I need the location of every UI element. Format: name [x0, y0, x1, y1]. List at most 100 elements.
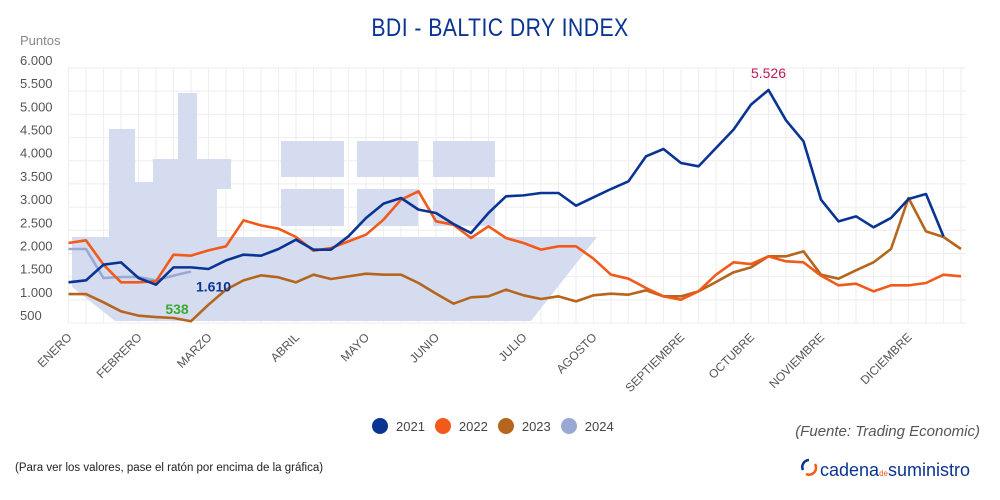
- data-point-2022: [730, 258, 738, 266]
- data-point-2021: [380, 200, 388, 208]
- y-tick-label: 3.000: [20, 192, 53, 207]
- x-tick-label: NOVIEMBRE: [766, 330, 827, 391]
- y-tick-label: 3.500: [20, 169, 53, 184]
- legend-item-2022[interactable]: 2022: [434, 418, 488, 434]
- data-point-2022: [765, 252, 773, 260]
- data-point-2022: [590, 255, 598, 263]
- data-point-2021: [660, 145, 668, 153]
- data-point-2022: [887, 281, 895, 289]
- data-point-2022: [677, 296, 685, 304]
- x-tick-label: AGOSTO: [554, 330, 600, 376]
- y-tick-label: 5.000: [20, 99, 53, 114]
- legend: 2021 2022 2023 2024: [372, 418, 614, 434]
- data-point-2021: [537, 189, 545, 197]
- data-point-2023: [625, 291, 633, 299]
- logo-text: cadenadesuministro: [820, 460, 970, 480]
- data-point-2022: [747, 260, 755, 268]
- x-tick-label: DICIEMBRE: [858, 330, 915, 387]
- x-tick-label: MAYO: [338, 330, 372, 364]
- data-point-2021: [345, 232, 353, 240]
- data-point-2022: [555, 242, 563, 250]
- y-tick-label: 5.500: [20, 76, 53, 91]
- data-label: 1.610: [196, 279, 231, 295]
- data-point-2022: [485, 222, 493, 230]
- data-point-2021: [222, 256, 230, 264]
- source-note: (Fuente: Trading Economic): [795, 423, 980, 440]
- data-point-2023: [292, 278, 300, 286]
- data-point-2022: [817, 272, 825, 280]
- data-point-2022: [852, 280, 860, 288]
- data-point-2022: [222, 242, 230, 250]
- data-point-2021: [152, 281, 160, 289]
- data-point-2023: [205, 301, 213, 309]
- data-point-2021: [590, 193, 598, 201]
- x-tick-label: JUNIO: [407, 330, 442, 365]
- data-point-2021: [135, 274, 143, 282]
- data-point-2023: [275, 273, 283, 281]
- data-point-2022: [957, 272, 965, 280]
- data-point-2021: [782, 116, 790, 124]
- series-line-2021: [68, 88, 945, 286]
- series-line-2022: [68, 190, 962, 301]
- chart-title: BDI - BALTIC DRY INDEX: [371, 14, 629, 42]
- logo-icon: [801, 458, 818, 476]
- data-point-2022: [187, 252, 195, 260]
- y-tick-label: 500: [20, 308, 42, 323]
- x-tick-label: OCTUBRE: [706, 330, 757, 381]
- legend-label: 2023: [521, 418, 551, 434]
- data-point-2021: [205, 265, 213, 273]
- data-point-2021: [327, 246, 335, 254]
- data-point-2021: [940, 232, 948, 240]
- legend-dot-icon: [497, 418, 514, 434]
- data-point-2021: [117, 258, 125, 266]
- ship-container: [433, 189, 495, 226]
- legend-item-2024[interactable]: 2024: [560, 418, 614, 434]
- x-tick-label: ENERO: [35, 330, 75, 370]
- data-point-2023: [852, 266, 860, 274]
- line-chart[interactable]: 500 1.000 1.500 2.000 2.500 3.000 3.500 4.000 4.…: [0, 0, 1000, 400]
- data-point-2022: [782, 257, 790, 265]
- data-point-2022: [695, 287, 703, 295]
- data-point-2022: [537, 246, 545, 254]
- data-point-2022: [362, 231, 370, 239]
- data-point-2023: [800, 247, 808, 255]
- data-point-2021: [170, 263, 178, 271]
- data-point-2021: [607, 185, 615, 193]
- data-point-2022: [607, 271, 615, 279]
- legend-label: 2022: [458, 418, 488, 434]
- data-point-2023: [82, 290, 90, 298]
- y-tick-label: 1.500: [20, 262, 53, 277]
- data-point-2021: [450, 220, 458, 228]
- data-point-2021: [817, 196, 825, 204]
- data-point-2023: [380, 271, 388, 279]
- data-point-2022: [432, 217, 440, 225]
- ship-container: [281, 189, 344, 226]
- data-point-2024: [100, 274, 108, 282]
- data-point-2021: [695, 162, 703, 170]
- legend-item-2021[interactable]: 2021: [372, 418, 425, 434]
- data-point-2021: [502, 192, 510, 200]
- legend-item-2023[interactable]: 2023: [497, 418, 551, 434]
- data-point-2021: [467, 229, 475, 237]
- series-line-2024: [68, 247, 192, 282]
- data-point-2023: [397, 271, 405, 279]
- data-point-2022: [205, 246, 213, 254]
- data-point-2023: [152, 313, 160, 321]
- data-point-2021: [642, 152, 650, 160]
- data-point-2021: [520, 191, 528, 199]
- data-point-2021: [625, 177, 633, 185]
- data-point-2021: [310, 246, 318, 254]
- data-point-2023: [502, 286, 510, 294]
- data-point-2021: [730, 126, 738, 134]
- data-point-2021: [415, 206, 423, 214]
- ship-container: [433, 141, 495, 177]
- x-tick-label: FEBRERO: [94, 330, 145, 381]
- data-point-2023: [887, 245, 895, 253]
- data-point-2022: [170, 251, 178, 259]
- data-point-2023: [870, 258, 878, 266]
- data-point-2021: [905, 195, 913, 203]
- data-point-2021: [677, 159, 685, 167]
- data-point-2023: [415, 279, 423, 287]
- legend-dot-icon: [372, 418, 388, 434]
- data-point-2022: [275, 225, 283, 233]
